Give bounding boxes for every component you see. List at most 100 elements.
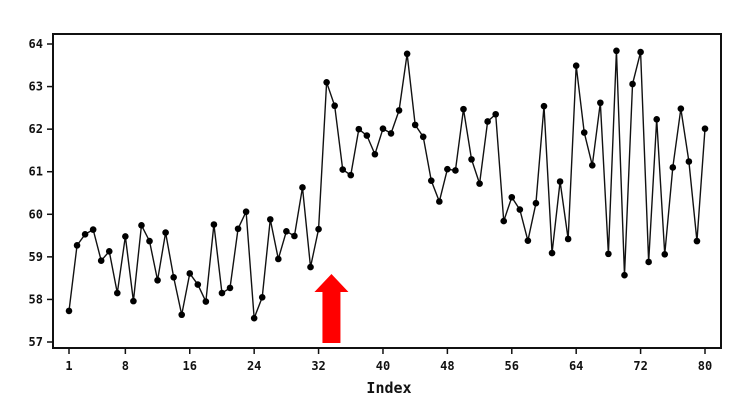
data-point	[452, 167, 459, 174]
data-point	[597, 99, 604, 107]
data-point	[580, 129, 588, 136]
y-axis: 57 58 59 60 61 62 63 64	[29, 37, 53, 349]
data-point	[468, 156, 475, 163]
data-point	[186, 270, 194, 277]
data-point	[178, 311, 186, 319]
data-point	[572, 62, 580, 70]
x-tick-label: 8	[122, 359, 129, 373]
x-axis: 1 8 16 24 32 40 48 56 64 72 80	[65, 348, 712, 373]
x-tick-label: 40	[376, 359, 390, 373]
data-point	[693, 237, 701, 245]
data-point	[427, 177, 435, 184]
data-point	[250, 314, 258, 322]
data-point	[307, 263, 314, 271]
data-point	[685, 158, 693, 165]
y-tick-label: 61	[29, 165, 43, 179]
data-point	[629, 80, 636, 88]
x-tick-label: 24	[247, 359, 261, 373]
data-markers	[65, 47, 709, 322]
data-point	[146, 237, 153, 245]
x-axis-title: Index	[366, 379, 411, 397]
x-tick-label: 32	[311, 359, 325, 373]
data-point	[588, 162, 596, 169]
x-tick-label: 16	[183, 359, 197, 373]
y-tick-label: 63	[29, 80, 43, 94]
x-tick-label: 80	[698, 359, 712, 373]
data-point	[170, 273, 177, 281]
data-point	[653, 116, 660, 123]
data-point	[669, 164, 677, 171]
data-point	[637, 48, 644, 56]
y-tick-label: 62	[29, 122, 43, 136]
data-point	[532, 199, 540, 207]
data-point	[564, 235, 572, 243]
series-line	[68, 50, 706, 319]
data-point	[194, 281, 202, 288]
x-tick-label: 56	[505, 359, 519, 373]
data-point	[234, 225, 242, 233]
data-point	[436, 198, 443, 205]
data-point	[275, 255, 282, 263]
data-point	[122, 233, 129, 240]
data-point	[154, 276, 161, 284]
plot-frame	[52, 33, 722, 349]
red-up-arrow-icon	[314, 274, 349, 343]
data-point	[323, 79, 330, 86]
data-point	[419, 133, 427, 141]
data-point	[556, 178, 564, 185]
data-point	[363, 132, 371, 139]
x-tick-label: 48	[440, 359, 454, 373]
data-point	[403, 50, 411, 58]
data-point	[411, 121, 419, 129]
data-point	[315, 225, 322, 233]
data-point	[460, 105, 467, 113]
data-point	[331, 102, 338, 110]
data-point	[138, 222, 145, 229]
data-point	[89, 226, 97, 233]
data-point	[645, 258, 652, 266]
y-tick-label: 60	[29, 207, 43, 221]
data-point	[492, 110, 499, 118]
x-tick-label: 72	[633, 359, 647, 373]
data-point	[114, 289, 121, 297]
data-point	[500, 217, 508, 225]
data-point	[218, 289, 226, 297]
data-point	[476, 180, 483, 187]
data-point	[379, 125, 387, 133]
data-point	[395, 107, 403, 114]
x-tick-label: 1	[65, 359, 72, 373]
data-point	[73, 242, 81, 249]
y-tick-label: 59	[29, 250, 43, 264]
data-point	[162, 229, 169, 236]
data-point	[524, 237, 532, 244]
data-point	[299, 184, 306, 191]
data-point	[258, 294, 266, 301]
data-point	[202, 298, 210, 305]
data-point	[516, 206, 524, 213]
data-point	[621, 271, 628, 279]
y-tick-label: 58	[29, 292, 43, 306]
data-point	[130, 297, 137, 305]
data-point	[613, 47, 620, 55]
data-point	[605, 250, 612, 258]
data-point	[242, 208, 250, 216]
y-tick-label: 64	[29, 37, 43, 51]
data-point	[371, 150, 379, 158]
data-point	[355, 125, 363, 133]
data-point	[65, 307, 73, 315]
data-point	[226, 284, 234, 292]
data-point	[677, 105, 685, 113]
data-point	[339, 166, 347, 173]
data-point	[387, 130, 395, 137]
data-point	[266, 216, 274, 223]
data-point	[548, 249, 556, 257]
data-point	[444, 165, 451, 173]
data-point	[661, 251, 669, 258]
y-tick-label: 57	[29, 335, 43, 349]
data-point	[540, 102, 548, 110]
data-point	[81, 230, 89, 238]
data-point	[484, 118, 491, 125]
x-tick-label: 64	[569, 359, 583, 373]
